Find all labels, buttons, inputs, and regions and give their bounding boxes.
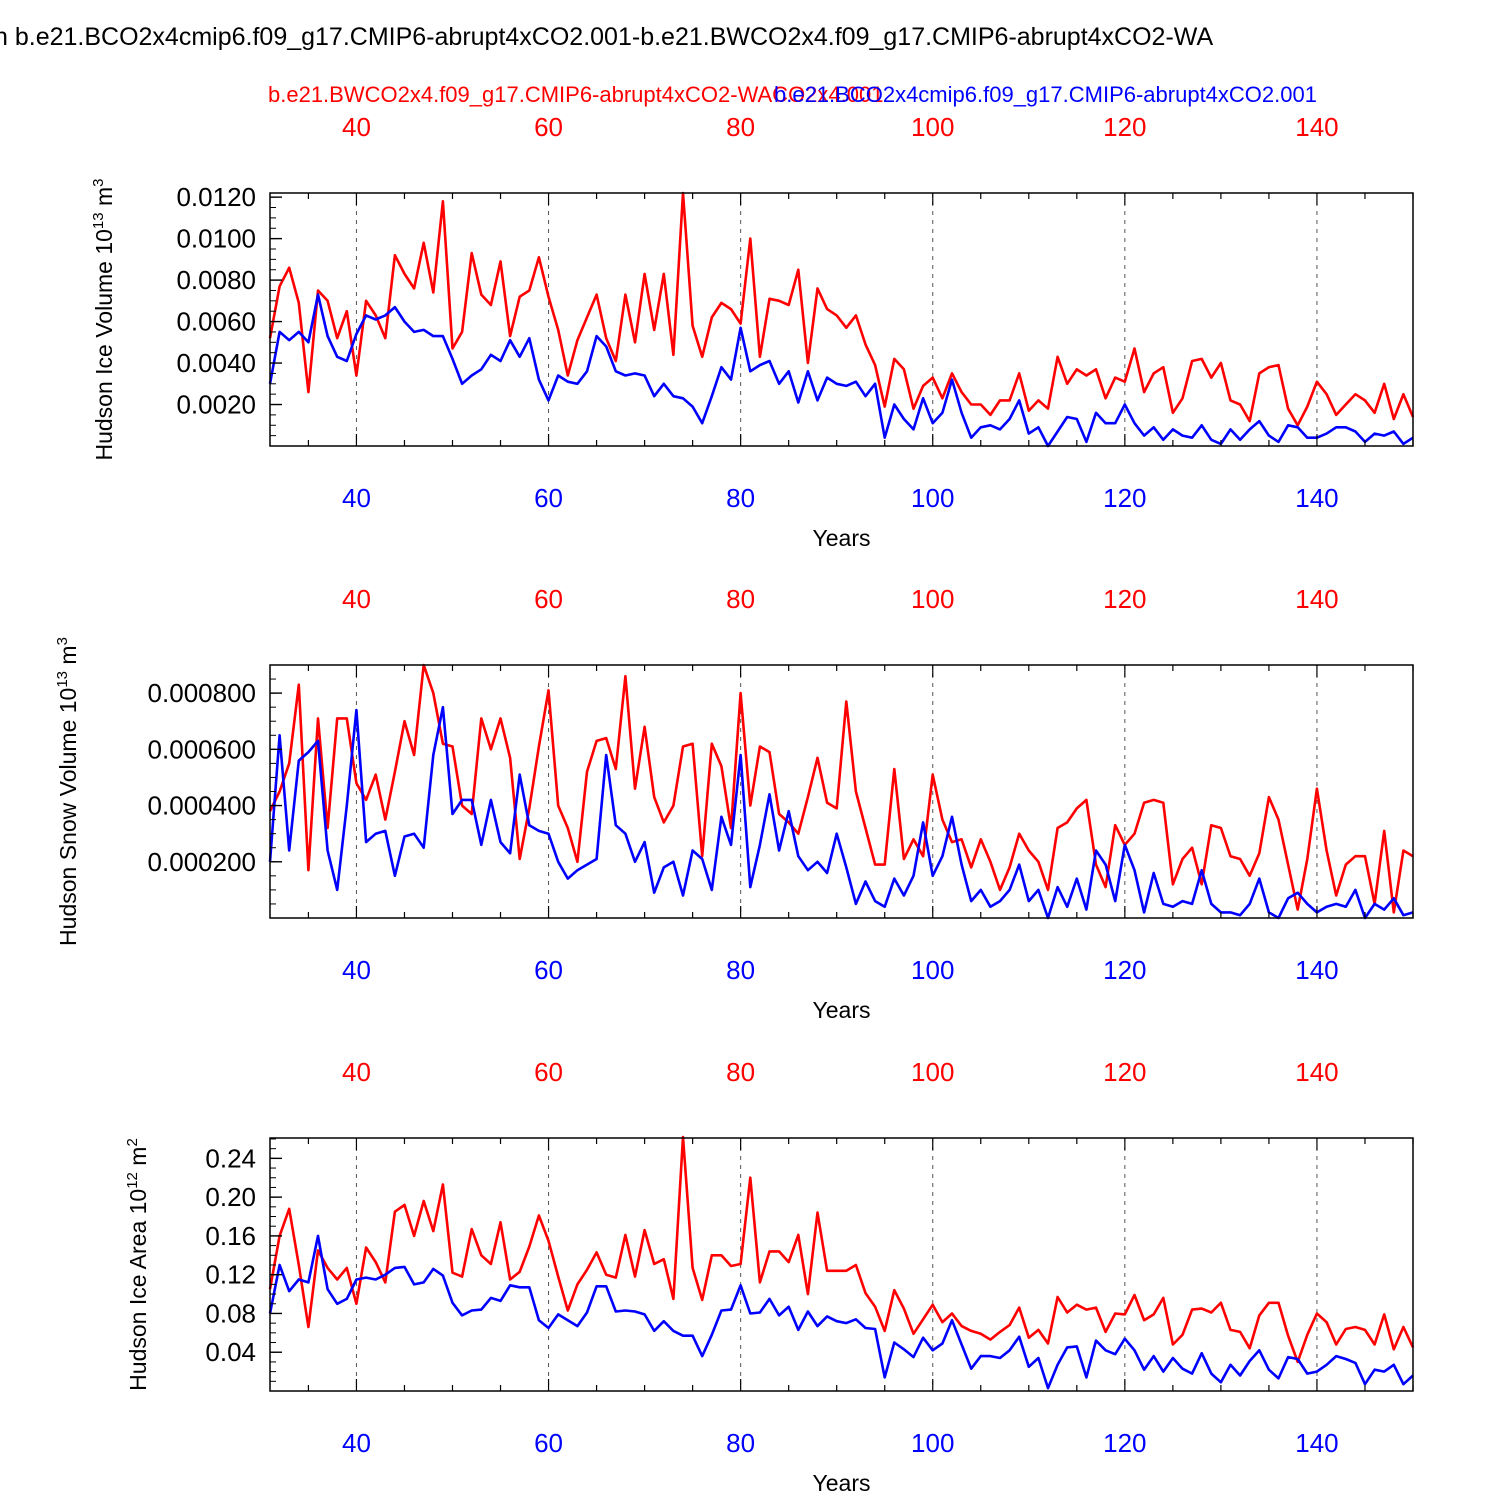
y-tick-label: 0.000400: [148, 791, 256, 821]
x-tick-label-top: 80: [726, 112, 755, 142]
chart-panel-3: 0.04 0.08 0.12 0.16 0.20 0.24 40 40 60 60 80 80 100 1…: [124, 1057, 1415, 1496]
x-tick-label-bottom: 40: [342, 955, 371, 985]
y-tick-label: 0.08: [205, 1298, 256, 1328]
y-tick-label: 0.000600: [148, 734, 256, 764]
y-tick-label: 0.000200: [148, 847, 256, 877]
y-tick-label: 0.0100: [176, 224, 256, 254]
x-tick-label-bottom: 60: [534, 483, 563, 513]
x-tick-label-top: 40: [342, 1057, 371, 1087]
x-tick-label-bottom: 100: [911, 955, 954, 985]
series-line-red: [268, 1135, 1415, 1364]
x-axis-label: Years: [813, 1470, 871, 1496]
chart-panel-2: 0.000200 0.000400 0.000600 0.000800 40 40 60 60…: [54, 584, 1414, 1023]
x-tick-label-bottom: 60: [534, 1428, 563, 1458]
x-tick-label-bottom: 140: [1295, 955, 1338, 985]
x-tick-label-top: 80: [726, 584, 755, 614]
y-tick-label: 0.0020: [176, 390, 256, 420]
x-tick-label-top: 140: [1295, 584, 1338, 614]
x-tick-label-bottom: 40: [342, 1428, 371, 1458]
x-axis-label: Years: [813, 525, 871, 551]
y-axis-label: Hudson Ice Volume 1013 m3: [90, 178, 117, 460]
x-tick-label-top: 140: [1295, 112, 1338, 142]
y-tick-label: 0.0120: [176, 182, 256, 212]
x-tick-label-top: 120: [1103, 584, 1146, 614]
y-tick-label: 0.20: [205, 1182, 256, 1212]
y-tick-label: 0.0040: [176, 348, 256, 378]
y-axis-label: Hudson Ice Area 1012 m2: [124, 1138, 151, 1391]
x-tick-label-top: 100: [911, 1057, 954, 1087]
x-tick-label-bottom: 120: [1103, 955, 1146, 985]
x-tick-label-top: 100: [911, 112, 954, 142]
x-tick-label-top: 40: [342, 112, 371, 142]
series-line-blue: [268, 293, 1414, 448]
x-tick-label-bottom: 120: [1103, 483, 1146, 513]
legend-red-label: b.e21.BWCO2x4.f09_g17.CMIP6-abrupt4xCO2-…: [268, 82, 883, 107]
legend-blue-label: b.e21.BCO2x4cmip6.f09_g17.CMIP6-abrupt4x…: [774, 82, 1317, 107]
x-tick-label-top: 140: [1295, 1057, 1338, 1087]
x-tick-label-bottom: 80: [726, 483, 755, 513]
x-tick-label-bottom: 40: [342, 483, 371, 513]
series-line-red: [268, 663, 1414, 914]
y-tick-label: 0.0080: [176, 265, 256, 295]
y-tick-label: 0.24: [205, 1143, 256, 1173]
x-tick-label-bottom: 100: [911, 483, 954, 513]
plot-frame: [269, 192, 1414, 447]
panels-container: 0.0020 0.0040 0.0060 0.0080 0.0100 0.0120 40 40…: [54, 112, 1415, 1496]
x-tick-label-bottom: 140: [1295, 483, 1338, 513]
y-tick-label: 0.0060: [176, 307, 256, 337]
x-tick-label-bottom: 140: [1295, 1428, 1338, 1458]
y-tick-label: 0.16: [205, 1221, 256, 1251]
x-tick-label-bottom: 60: [534, 955, 563, 985]
x-tick-label-bottom: 80: [726, 955, 755, 985]
x-tick-label-top: 60: [534, 112, 563, 142]
x-tick-label-top: 120: [1103, 112, 1146, 142]
x-tick-label-top: 80: [726, 1057, 755, 1087]
plot-frame: [269, 1137, 1414, 1392]
x-tick-label-top: 100: [911, 584, 954, 614]
x-tick-label-bottom: 120: [1103, 1428, 1146, 1458]
series-line-red: [268, 191, 1415, 427]
x-tick-label-bottom: 100: [911, 1428, 954, 1458]
series-line-blue: [268, 705, 1414, 920]
plot-frame: [269, 664, 1414, 919]
x-tick-label-top: 60: [534, 584, 563, 614]
y-axis-label: Hudson Snow Volume 1013 m3: [54, 637, 81, 946]
x-axis-label: Years: [813, 997, 871, 1023]
y-tick-label: 0.12: [205, 1260, 256, 1290]
x-tick-label-top: 120: [1103, 1057, 1146, 1087]
chart-panel-1: 0.0020 0.0040 0.0060 0.0080 0.0100 0.0120 40 40…: [90, 112, 1415, 551]
x-tick-label-bottom: 80: [726, 1428, 755, 1458]
figure-title: n b.e21.BCO2x4cmip6.f09_g17.CMIP6-abrupt…: [0, 23, 1213, 51]
y-tick-label: 0.000800: [148, 678, 256, 708]
x-tick-label-top: 40: [342, 584, 371, 614]
x-tick-label-top: 60: [534, 1057, 563, 1087]
y-tick-label: 0.04: [205, 1337, 256, 1367]
series-line-blue: [268, 1234, 1414, 1390]
